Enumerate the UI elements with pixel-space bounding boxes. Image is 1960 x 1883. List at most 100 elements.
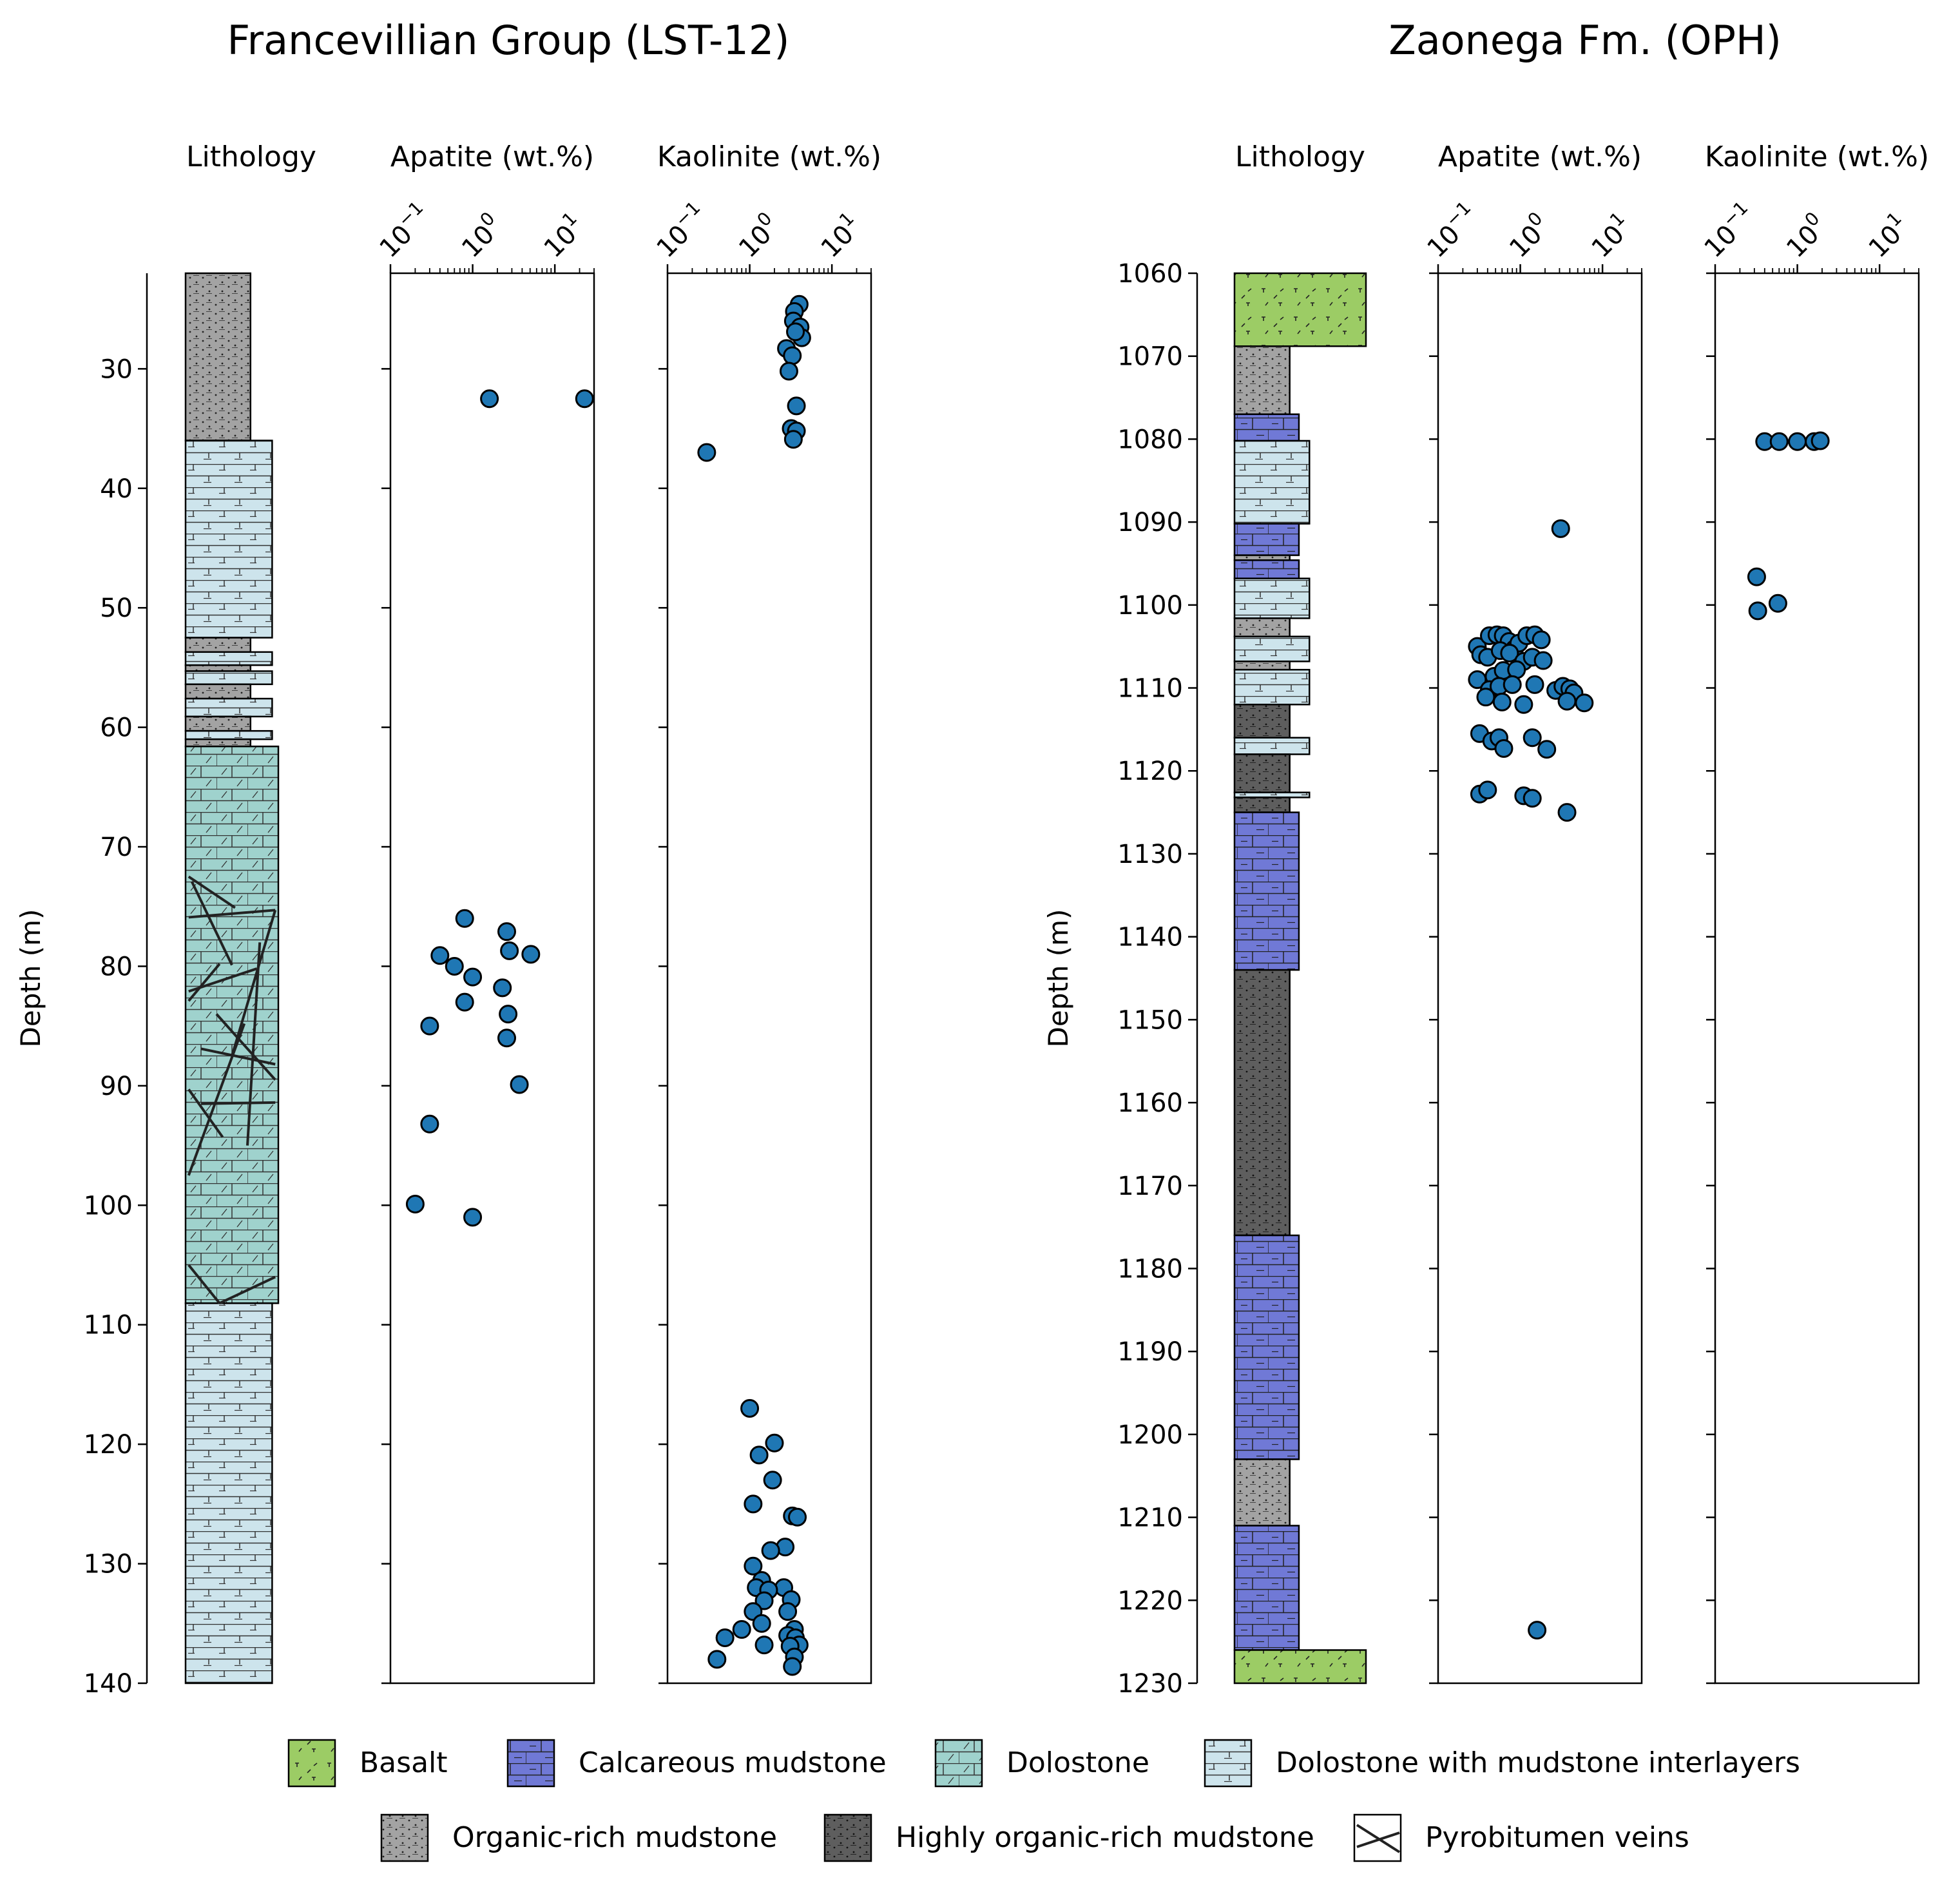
data-point xyxy=(787,396,806,416)
pyrobitumen-vein xyxy=(231,909,277,1057)
data-point xyxy=(1811,431,1830,450)
depth-tick-label: 1230 xyxy=(1117,1669,1183,1699)
kaolinite-header: Kaolinite (wt.%) xyxy=(1705,140,1929,173)
data-point xyxy=(783,346,802,365)
pyrobitumen-vein xyxy=(187,1264,221,1304)
data-point xyxy=(493,978,512,998)
apatite-header: Apatite (wt.%) xyxy=(1438,140,1642,173)
lithology-bed xyxy=(1233,345,1291,416)
depth-axis-label: Depth (m) xyxy=(15,909,46,1048)
x-tick-label: 10−1 xyxy=(648,197,714,264)
data-point xyxy=(1532,630,1551,650)
legend-swatch xyxy=(934,1739,983,1788)
data-point xyxy=(740,1399,760,1418)
data-point xyxy=(500,941,519,960)
legend-label: Dolostone with mudstone interlayers xyxy=(1276,1746,1800,1779)
data-point xyxy=(1557,803,1577,822)
data-point xyxy=(1747,567,1766,586)
depth-tick-label: 1080 xyxy=(1117,425,1183,454)
depth-tick-label: 1160 xyxy=(1117,1088,1183,1118)
lithology-column xyxy=(184,272,280,1685)
depth-tick-label: 40 xyxy=(100,474,133,504)
pyrobitumen-vein xyxy=(188,909,276,919)
pyrobitumen-vein xyxy=(218,1275,276,1305)
legend-label: Dolostone xyxy=(1006,1746,1149,1779)
pyrobitumen-vein xyxy=(187,963,221,1002)
x-tick-label: 100 xyxy=(1777,208,1833,264)
lithology-bed xyxy=(1233,811,1300,971)
data-point xyxy=(754,1636,774,1655)
kaolinite-column: 10−1 100 101 xyxy=(648,197,872,1685)
lithology-bed xyxy=(1233,704,1291,739)
lithology-bed xyxy=(1233,617,1291,637)
data-point xyxy=(1500,643,1519,662)
pyrobitumen-vein xyxy=(187,1088,224,1138)
depth-axis-label: Depth (m) xyxy=(1042,909,1074,1048)
data-point xyxy=(1551,519,1570,538)
apatite-column: 10−1 100 101 xyxy=(374,197,595,1685)
legend-label: Organic-rich mudstone xyxy=(452,1821,777,1854)
data-point xyxy=(463,967,483,987)
depth-tick-label: 1060 xyxy=(1117,259,1183,289)
legend-vein-line xyxy=(1356,1831,1400,1848)
data-point xyxy=(715,1628,735,1648)
depth-tick-label: 1200 xyxy=(1117,1420,1183,1450)
pyrobitumen-vein xyxy=(200,1101,276,1105)
lithology-bed xyxy=(1233,969,1291,1237)
data-point xyxy=(497,1028,517,1048)
lithology-bed xyxy=(1233,413,1300,442)
depth-tick-label: 140 xyxy=(84,1669,133,1699)
depth-tick-label: 60 xyxy=(100,713,133,743)
lithology-bed xyxy=(184,670,273,686)
data-point xyxy=(1537,740,1557,759)
data-point xyxy=(1748,601,1767,621)
plot-frame xyxy=(1714,272,1920,1685)
depth-tick-label: 1150 xyxy=(1117,1005,1183,1035)
data-point xyxy=(783,1657,802,1676)
data-point xyxy=(420,1016,439,1036)
data-point xyxy=(1575,693,1594,713)
left-title: Francevillian Group (LST-12) xyxy=(227,17,790,64)
pyrobitumen-vein xyxy=(187,875,236,909)
lithology-bed xyxy=(1233,577,1311,619)
lithology-bed xyxy=(184,683,252,700)
legend-swatch xyxy=(380,1813,429,1862)
data-point xyxy=(1492,692,1512,711)
data-point xyxy=(1788,432,1807,451)
plot-frame xyxy=(666,272,872,1685)
x-tick-label: 100 xyxy=(1500,208,1556,264)
lithology-header: Lithology xyxy=(1235,140,1365,173)
depth-tick-label: 1210 xyxy=(1117,1503,1183,1533)
lithology-bed xyxy=(184,651,273,666)
legend-item: Highly organic-rich mudstone xyxy=(823,1813,1314,1862)
panels: Lithology Apatite (wt.%) Kaolinite (wt.%) 3… xyxy=(15,140,1929,1699)
data-point xyxy=(1523,728,1542,748)
depth-tick-label: 120 xyxy=(84,1430,133,1460)
lithology-bed xyxy=(1233,1458,1291,1527)
lithology-header: Lithology xyxy=(186,140,316,173)
legend-label: Highly organic-rich mudstone xyxy=(896,1821,1314,1854)
depth-tick-label: 1130 xyxy=(1117,840,1183,869)
lithology-bed xyxy=(1233,1234,1300,1460)
lithology-column xyxy=(1233,272,1367,1685)
data-point xyxy=(1523,789,1542,808)
lithology-bed xyxy=(184,664,252,672)
data-point xyxy=(763,1471,782,1490)
data-point xyxy=(430,946,450,965)
lithology-bed xyxy=(1233,1525,1300,1651)
lithology-bed xyxy=(1233,1649,1367,1685)
depth-tick-label: 1110 xyxy=(1117,674,1183,704)
data-point xyxy=(786,322,805,342)
depth-tick-label: 1120 xyxy=(1117,757,1183,786)
data-point xyxy=(744,1556,763,1576)
data-point xyxy=(420,1114,439,1134)
lithology-bed xyxy=(1233,272,1367,347)
data-point xyxy=(761,1541,780,1560)
data-point xyxy=(480,389,499,409)
lithology-bed xyxy=(1233,661,1291,671)
data-point xyxy=(1533,651,1553,670)
x-tick-label: 100 xyxy=(729,208,785,264)
pyrobitumen-vein xyxy=(190,880,233,966)
x-tick-label: 101 xyxy=(1859,208,1916,264)
